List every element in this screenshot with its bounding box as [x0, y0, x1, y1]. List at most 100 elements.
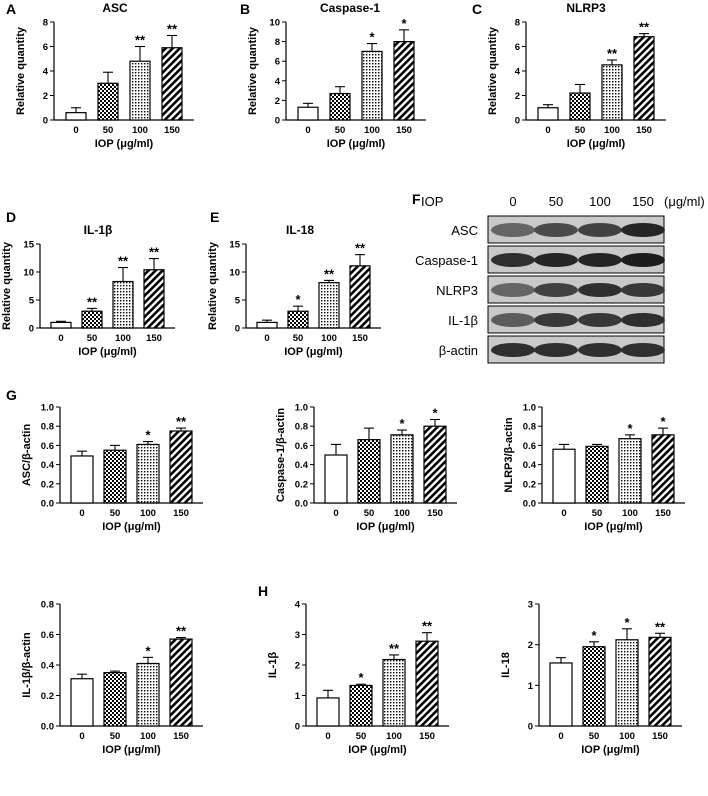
x-tick-label: 100: [386, 731, 402, 742]
blot-dose-150: 150: [632, 194, 654, 209]
x-tick-label: 50: [110, 508, 121, 519]
significance-marker: **: [324, 266, 335, 281]
y-tick-label: 0.4: [41, 661, 55, 672]
y-tick-label: 1.0: [523, 403, 536, 414]
y-tick-label: 10: [229, 268, 240, 279]
y-tick-label: 3: [295, 630, 300, 641]
y-axis-label: IL-1β: [267, 652, 279, 679]
y-axis-label: Relative quantity: [207, 241, 219, 330]
x-tick-label: 150: [173, 508, 189, 519]
bar-150: [169, 638, 193, 727]
blot-band: [491, 223, 535, 237]
significance-marker: **: [607, 46, 618, 61]
x-axis-label: IOP (μg/ml): [581, 744, 640, 756]
chart-a: 0 2 4 6 8 0 50 ** 100 ** 150 IOP (μg/ml) Relative qu…: [15, 1, 194, 150]
x-tick-label: 50: [87, 333, 98, 344]
significance-marker: *: [591, 628, 597, 643]
significance-marker: *: [145, 428, 151, 443]
y-tick-label: 0.2: [523, 479, 536, 490]
x-tick-label: 100: [622, 508, 638, 519]
bar-100: [382, 658, 406, 727]
significance-marker: *: [358, 670, 364, 685]
y-axis-label: NLRP3/β-actin: [503, 417, 515, 492]
blot-band: [534, 223, 578, 237]
y-tick-label: 0.8: [523, 422, 536, 433]
y-tick-label: 0: [515, 116, 520, 127]
x-tick-label: 150: [652, 731, 668, 742]
x-tick-label: 150: [655, 508, 671, 519]
x-tick-label: 150: [352, 333, 368, 344]
chart-title: IL-18: [286, 223, 314, 237]
y-tick-label: 0.2: [295, 479, 308, 490]
bar-0: [70, 678, 94, 727]
y-tick-label: 0.4: [295, 460, 309, 471]
x-axis-label: IOP (μg/ml): [567, 138, 626, 150]
significance-marker: **: [355, 241, 366, 256]
x-tick-label: 50: [589, 731, 600, 742]
y-axis-label: Caspase-1/β-actin: [275, 408, 287, 502]
chart-g2: 0.0 0.2 0.4 0.6 0.8 1.0 0 50 * 100 * 150 IOP (μg/ml)…: [275, 403, 457, 533]
blot-dose-100: 100: [589, 194, 611, 209]
y-axis-label: Relative quantity: [15, 26, 27, 115]
panel-letter-h: H: [258, 583, 268, 599]
significance-marker: *: [624, 615, 630, 630]
y-tick-label: 5: [235, 296, 241, 307]
x-tick-label: 150: [636, 125, 652, 136]
y-tick-label: 0.6: [41, 630, 54, 641]
bar-50: [97, 82, 119, 121]
significance-marker: *: [295, 292, 301, 307]
y-tick-label: 0.2: [41, 479, 54, 490]
y-tick-label: 6: [275, 57, 280, 68]
significance-marker: **: [167, 21, 178, 36]
chart-h2: 0 1 2 3 0 * 50 * 100 ** 150 IOP (μg/ml) IL-18: [500, 600, 682, 756]
x-axis-label: IOP (μg/ml): [102, 744, 161, 756]
blot-band: [534, 313, 578, 327]
blot-row-0: ASC: [451, 215, 665, 244]
blot-row-1: Caspase-1: [415, 245, 665, 274]
x-tick-label: 100: [115, 333, 131, 344]
chart-g4: 0.0 0.2 0.4 0.6 0.8 0 50 * 100 ** 150 IOP (μg/ml) IL…: [21, 600, 203, 756]
bar-0: [552, 448, 576, 504]
bar-150: [143, 269, 165, 329]
blot-band: [491, 283, 535, 297]
y-tick-label: 6: [43, 42, 48, 53]
panel-letter-g: G: [6, 387, 17, 403]
significance-marker: **: [149, 245, 160, 260]
y-axis-label: Relative quantity: [487, 26, 499, 115]
bar-0: [50, 321, 72, 329]
y-tick-label: 15: [229, 240, 240, 251]
y-tick-label: 6: [515, 42, 520, 53]
y-tick-label: 0.0: [295, 499, 308, 510]
significance-marker: *: [369, 30, 375, 45]
panel-letter-a: A: [6, 1, 16, 17]
chart-h1: 0 1 2 3 4 0 * 50 ** 100 ** 150 IOP (μg/ml) IL-1β: [267, 600, 449, 756]
y-tick-label: 8: [275, 37, 280, 48]
x-axis-label: IOP (μg/ml): [284, 346, 343, 358]
blot-dose-0: 0: [509, 194, 516, 209]
y-axis-label: IL-18: [500, 652, 512, 678]
y-tick-label: 2: [528, 640, 533, 651]
bar-150: [423, 425, 447, 504]
blot-band: [534, 283, 578, 297]
bar-50: [287, 310, 309, 329]
x-tick-label: 100: [619, 731, 635, 742]
blot-row-label: Caspase-1: [415, 253, 478, 268]
x-tick-label: 0: [58, 333, 63, 344]
bar-0: [549, 662, 573, 727]
y-tick-label: 15: [23, 240, 34, 251]
significance-marker: **: [176, 624, 187, 639]
bar-0: [316, 697, 340, 727]
bar-50: [103, 672, 127, 727]
significance-marker: *: [627, 421, 633, 436]
x-tick-label: 0: [305, 125, 310, 136]
y-tick-label: 0: [43, 116, 48, 127]
blot-band: [578, 313, 622, 327]
significance-marker: **: [389, 641, 400, 656]
blot-band: [534, 253, 578, 267]
blot-band: [491, 253, 535, 267]
chart-g1: 0.0 0.2 0.4 0.6 0.8 1.0 0 50 * 100 ** 150 IOP (μg/ml…: [21, 403, 203, 533]
x-tick-label: 50: [335, 125, 346, 136]
chart-c: 0 2 4 6 8 0 50 ** 100 ** 150 IOP (μg/ml) Relative qu…: [487, 1, 666, 150]
